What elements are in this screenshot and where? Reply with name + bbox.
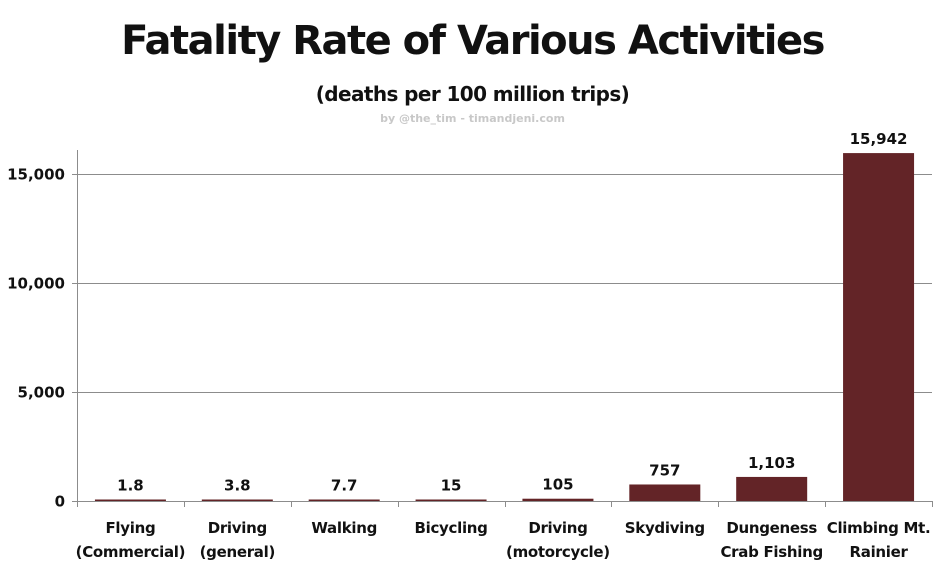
labels: 0 5,000 10,000 15,000 1.8 Flying (Commercial) 3… xyxy=(7,130,931,561)
data-label: 1,103 xyxy=(748,454,795,472)
chart-title: Fatality Rate of Various Activities xyxy=(121,18,825,64)
data-label: 1.8 xyxy=(117,477,144,495)
chart-subtitle: (deaths per 100 million trips) xyxy=(315,82,630,106)
category-label: Bicycling xyxy=(414,519,487,537)
bar xyxy=(201,499,273,501)
bar xyxy=(308,499,380,501)
category-label: Crab Fishing xyxy=(720,543,822,561)
category-label: Climbing Mt. xyxy=(827,519,931,537)
y-tick-label: 10,000 xyxy=(7,275,65,293)
bar xyxy=(415,499,487,501)
category-label: Driving xyxy=(528,519,587,537)
bar xyxy=(843,153,915,501)
category-label: Driving xyxy=(208,519,267,537)
data-label: 3.8 xyxy=(224,477,251,495)
y-tick-label: 5,000 xyxy=(18,384,65,402)
axes xyxy=(72,150,933,507)
chart-credit: by @the_tim - timandjeni.com xyxy=(380,112,565,125)
bar xyxy=(629,484,701,501)
y-tick-label: 0 xyxy=(55,493,65,511)
category-label: Skydiving xyxy=(625,519,705,537)
bar xyxy=(522,498,594,501)
gridlines xyxy=(77,174,932,393)
category-label: (general) xyxy=(200,543,275,561)
category-label: Walking xyxy=(311,519,377,537)
data-label: 7.7 xyxy=(331,477,358,495)
data-label: 105 xyxy=(542,476,573,494)
y-tick-label: 15,000 xyxy=(7,166,65,184)
category-label: Rainier xyxy=(850,543,909,561)
data-label: 15,942 xyxy=(850,130,908,148)
category-label: Dungeness xyxy=(726,519,817,537)
bar xyxy=(94,499,166,501)
category-label: (Commercial) xyxy=(76,543,186,561)
data-label: 757 xyxy=(649,461,680,479)
category-label: Flying xyxy=(105,519,155,537)
bars xyxy=(94,153,915,501)
category-label: (motorcycle) xyxy=(506,543,610,561)
bar xyxy=(736,476,808,501)
data-label: 15 xyxy=(441,477,462,495)
